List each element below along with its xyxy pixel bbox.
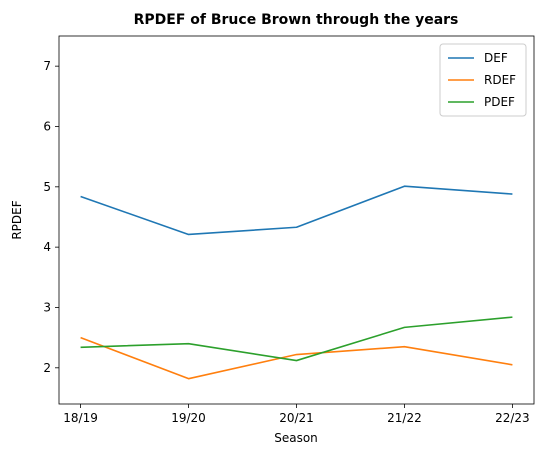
y-tick-label: 2 — [43, 361, 51, 375]
legend-label-pdef: PDEF — [484, 95, 515, 109]
x-axis-label: Season — [274, 431, 318, 445]
x-axis: 18/19 19/20 20/21 21/22 22/23 — [63, 404, 530, 425]
y-tick-label: 6 — [43, 119, 51, 133]
series-lines — [80, 185, 513, 380]
y-tick-label: 3 — [43, 300, 51, 314]
y-axis: 2 3 4 5 6 7 — [43, 59, 59, 375]
series-line-def — [80, 185, 513, 236]
y-tick-label: 4 — [43, 240, 51, 254]
x-tick-label: 21/22 — [387, 411, 422, 425]
x-tick-label: 20/21 — [279, 411, 314, 425]
chart-title: RPDEF of Bruce Brown through the years — [134, 12, 459, 28]
series-line-rdef — [80, 336, 513, 380]
x-tick-label: 18/19 — [63, 411, 98, 425]
series-line-pdef — [80, 316, 513, 362]
y-tick-label: 7 — [43, 59, 51, 73]
y-tick-label: 5 — [43, 180, 51, 194]
y-axis-label: RPDEF — [10, 200, 24, 239]
legend-box — [439, 43, 527, 117]
legend-label-rdef: RDEF — [484, 73, 516, 87]
legend-label-def: DEF — [484, 51, 508, 65]
x-tick-label: 19/20 — [171, 411, 206, 425]
x-tick-label: 22/23 — [495, 411, 530, 425]
legend: DEF RDEF PDEF — [439, 43, 527, 117]
